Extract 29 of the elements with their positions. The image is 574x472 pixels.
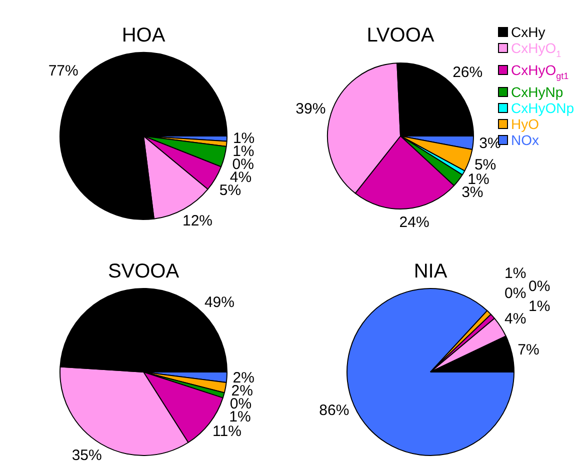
data-label: 3%	[462, 184, 484, 202]
data-label: 86%	[319, 402, 350, 420]
legend-label: CxHyNp	[510, 84, 564, 100]
chart-title: SVOOA	[108, 260, 180, 283]
chart-title: NIA	[414, 260, 448, 283]
legend-label: CxHyONp	[510, 100, 574, 116]
data-label: 39%	[296, 100, 326, 118]
data-label: 7%	[518, 342, 540, 359]
data-label: 1%	[528, 298, 550, 316]
data-label: 4%	[504, 310, 526, 328]
text: 0%	[528, 278, 550, 296]
chart-title: LVOOA	[366, 24, 435, 47]
data-label: 24%	[399, 214, 430, 231]
data-label: 77%	[48, 62, 78, 80]
data-label: 11%	[212, 422, 242, 440]
data-label: 5%	[474, 156, 496, 174]
legend-label: CxHyO$_{1}$	[510, 40, 562, 59]
legend-label: CxHy	[510, 24, 546, 40]
chart-title: HOA	[122, 24, 166, 47]
data-label: 26%	[452, 64, 483, 82]
data-label: 12%	[182, 212, 212, 230]
legend-label: NOx	[510, 132, 539, 148]
data-label: 1%	[504, 265, 526, 282]
data-label: 35%	[72, 447, 102, 464]
data-label: 5%	[219, 182, 242, 200]
data-label: 49%	[204, 294, 234, 312]
legend-label: HyO	[510, 116, 539, 132]
legend-label: CxHyO$_{gt1}$	[510, 62, 569, 81]
text: 0%	[504, 285, 526, 302]
